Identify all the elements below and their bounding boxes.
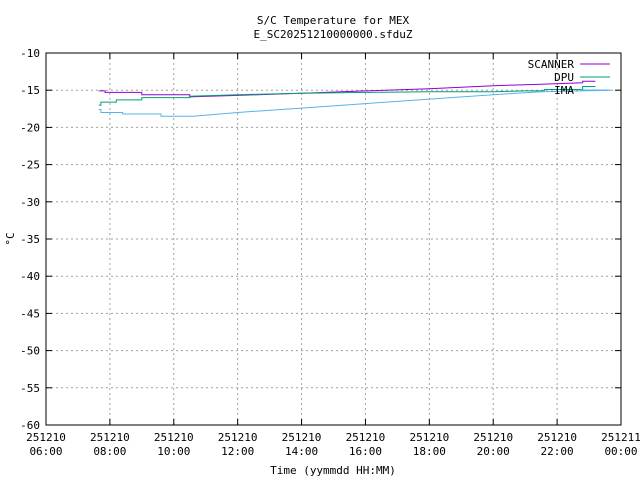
y-tick-label: -30 (20, 196, 40, 209)
x-tick-label-date: 251210 (154, 431, 194, 444)
x-tick-label-date: 251210 (282, 431, 322, 444)
series-line-ima (98, 89, 612, 117)
x-tick-label-time: 12:00 (221, 445, 254, 458)
legend-label-scanner: SCANNER (528, 58, 575, 71)
x-tick-label-time: 16:00 (349, 445, 382, 458)
plot-frame (45, 52, 622, 426)
x-axis-ticks: 25121006:0025121008:0025121010:002512101… (26, 53, 640, 458)
x-tick-label-time: 10:00 (157, 445, 190, 458)
chart-subtitle: E_SC20251210000000.sfduZ (254, 28, 413, 41)
legend-label-dpu: DPU (554, 71, 574, 84)
x-tick-label-time: 20:00 (477, 445, 510, 458)
y-tick-label: -35 (20, 233, 40, 246)
y-tick-label: -60 (20, 419, 40, 432)
y-tick-label: -50 (20, 345, 40, 358)
x-tick-label-date: 251211 (601, 431, 640, 444)
y-tick-label: -40 (20, 270, 40, 283)
x-tick-label-time: 06:00 (29, 445, 62, 458)
x-tick-label-date: 251210 (26, 431, 66, 444)
y-tick-label: -55 (20, 382, 40, 395)
x-axis-label: Time (yymmdd HH:MM) (270, 464, 396, 477)
x-tick-label-date: 251210 (218, 431, 258, 444)
y-axis-ticks: -10 -15 -20 -25 -30 -35 -40 -45 -50 -55 -60 (20, 47, 621, 432)
legend-label-ima: IMA (554, 84, 574, 97)
y-tick-label: -10 (20, 47, 40, 60)
series-line-scanner (98, 80, 596, 98)
x-tick-label-time: 14:00 (285, 445, 318, 458)
x-tick-label-time: 18:00 (413, 445, 446, 458)
chart-title: S/C Temperature for MEX (257, 14, 410, 27)
y-tick-label: -20 (20, 121, 40, 134)
x-tick-label-date: 251210 (346, 431, 386, 444)
x-tick-label-date: 251210 (90, 431, 130, 444)
x-tick-label-time: 22:00 (541, 445, 574, 458)
y-tick-label: -15 (20, 84, 40, 97)
grid-lines (45, 52, 622, 426)
data-series (98, 80, 612, 117)
x-tick-label-date: 251210 (473, 431, 513, 444)
y-axis-label: °C (4, 232, 17, 245)
x-tick-label-time: 00:00 (604, 445, 637, 458)
x-tick-label-date: 251210 (537, 431, 577, 444)
x-tick-label-time: 08:00 (93, 445, 126, 458)
x-tick-label-date: 251210 (409, 431, 449, 444)
y-tick-label: -45 (20, 307, 40, 320)
y-tick-label: -25 (20, 159, 40, 172)
series-line-dpu (98, 86, 596, 106)
